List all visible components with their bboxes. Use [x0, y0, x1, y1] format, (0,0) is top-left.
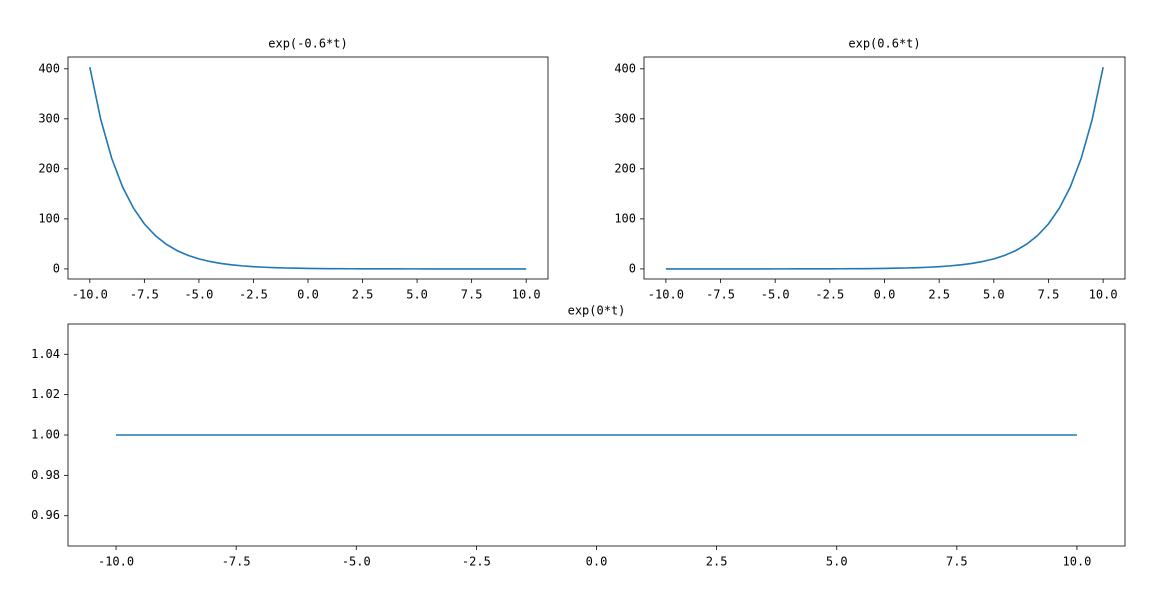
x-tick-label: 7.5 — [946, 555, 968, 569]
x-tick-label: 7.5 — [461, 288, 483, 302]
x-tick-label: 2.5 — [706, 555, 728, 569]
x-tick-label: 5.0 — [826, 555, 848, 569]
x-tick-label: -7.5 — [222, 555, 251, 569]
y-tick-label: 1.04 — [31, 347, 60, 361]
x-tick-label: -10.0 — [72, 288, 108, 302]
axes-frame — [67, 56, 549, 280]
x-tick-label: -5.0 — [342, 555, 371, 569]
data-line — [665, 66, 1104, 270]
x-tick-label: -2.5 — [239, 288, 268, 302]
axes-frame — [67, 323, 1126, 547]
axes-frame — [643, 56, 1126, 280]
y-tick-label: 400 — [38, 61, 60, 75]
y-tick-label: 300 — [614, 111, 636, 125]
y-tick-label: 1.00 — [31, 428, 60, 442]
x-tick-label: 0.0 — [586, 555, 608, 569]
x-tick-label: 5.0 — [406, 288, 428, 302]
x-tick-label: 2.5 — [928, 288, 950, 302]
y-tick-label: 200 — [38, 161, 60, 175]
x-tick-label: -7.5 — [706, 288, 735, 302]
x-tick-label: -10.0 — [98, 555, 134, 569]
x-tick-label: 7.5 — [1038, 288, 1060, 302]
x-tick-label: 2.5 — [352, 288, 374, 302]
y-tick-label: 100 — [38, 211, 60, 225]
x-tick-label: 10.0 — [1063, 555, 1092, 569]
y-tick-label: 0 — [629, 261, 636, 275]
chart-title: exp(0.6*t) — [848, 37, 920, 51]
y-tick-label: 300 — [38, 111, 60, 125]
x-tick-label: -2.5 — [462, 555, 491, 569]
chart-title: exp(-0.6*t) — [268, 37, 347, 51]
y-tick-label: 400 — [614, 61, 636, 75]
y-tick-label: 0 — [53, 261, 60, 275]
y-tick-label: 200 — [614, 161, 636, 175]
x-tick-label: 10.0 — [512, 288, 541, 302]
y-tick-label: 0.98 — [31, 468, 60, 482]
data-line — [89, 66, 527, 270]
x-tick-label: 0.0 — [297, 288, 319, 302]
y-tick-label: 100 — [614, 211, 636, 225]
y-tick-label: 1.02 — [31, 387, 60, 401]
x-tick-label: -10.0 — [648, 288, 684, 302]
x-tick-label: 0.0 — [874, 288, 896, 302]
x-tick-label: -5.0 — [184, 288, 213, 302]
x-tick-label: -2.5 — [815, 288, 844, 302]
x-tick-label: -7.5 — [130, 288, 159, 302]
y-tick-label: 0.96 — [31, 508, 60, 522]
x-tick-label: 10.0 — [1089, 288, 1118, 302]
chart-title: exp(0*t) — [568, 304, 626, 318]
x-tick-label: 5.0 — [983, 288, 1005, 302]
x-tick-label: -5.0 — [761, 288, 790, 302]
